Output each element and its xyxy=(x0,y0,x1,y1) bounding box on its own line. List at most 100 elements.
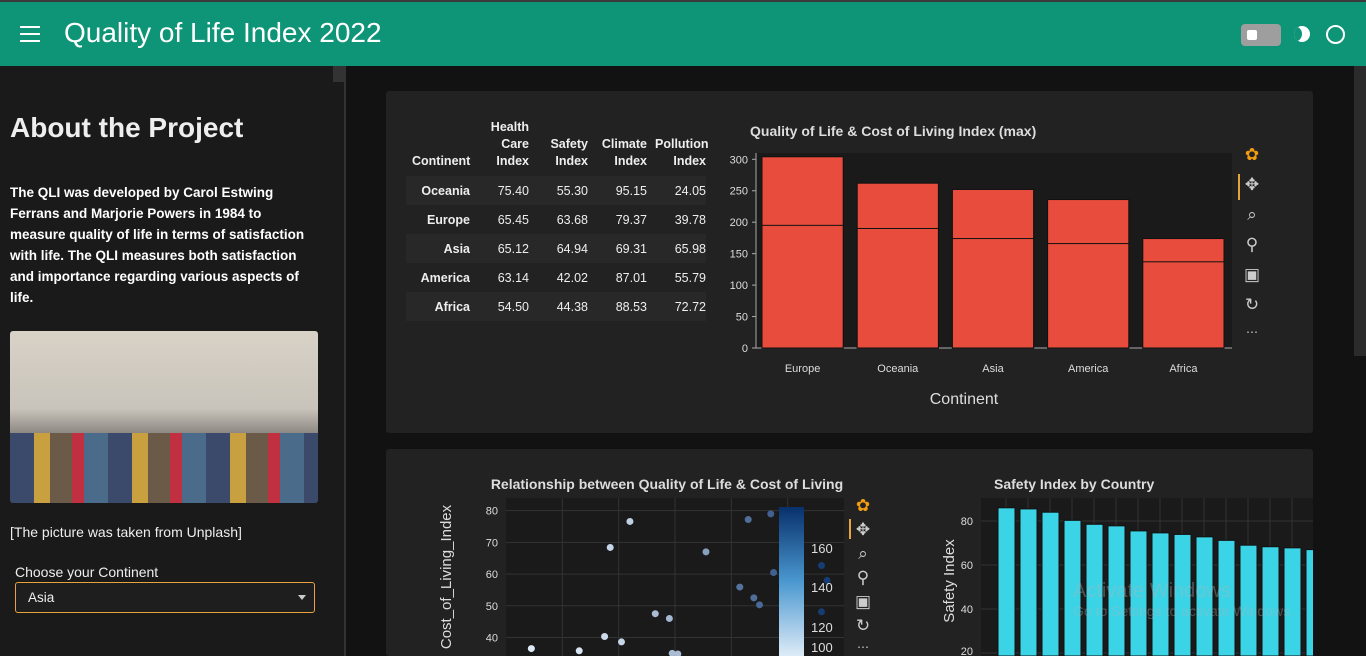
scatter-point xyxy=(575,647,583,655)
table-cell: 65.45 xyxy=(497,212,529,227)
tool-more-icon[interactable]: ⋯ xyxy=(857,640,869,654)
table-cell: 55.30 xyxy=(556,183,588,198)
main-scrollbar[interactable] xyxy=(1354,66,1366,356)
x-tick-label: America xyxy=(1068,363,1109,375)
scatter-point xyxy=(674,650,682,656)
tool-reset-icon[interactable]: ↻ xyxy=(856,616,870,635)
scatter-point xyxy=(744,516,752,524)
table-header: Pollution Index xyxy=(655,137,709,168)
scatter-point xyxy=(651,610,659,618)
safety-bar xyxy=(1129,530,1148,656)
row-label: America xyxy=(420,270,470,285)
qol-col-chart: Quality of Life & Cost of Living Index (… xyxy=(730,123,1260,408)
row-label: Oceania xyxy=(421,183,470,198)
sidebar-heading: About the Project xyxy=(10,112,244,143)
continent-select-value: Asia xyxy=(28,590,55,605)
tool-bokeh-logo-icon[interactable]: ✿ xyxy=(856,496,870,515)
summary-card: Continent Health Care Index Safety Index… xyxy=(386,91,1313,433)
tool-wheel-zoom-icon[interactable]: ⚲ xyxy=(1246,235,1258,254)
bar-africa xyxy=(1142,261,1225,349)
table-cell: 63.14 xyxy=(497,270,529,285)
charts-card: Relationship between Quality of Life & C… xyxy=(386,449,1313,656)
table-cell: 88.53 xyxy=(615,299,647,314)
y-tick-label: 0 xyxy=(742,343,748,355)
table-cell: 39.78 xyxy=(674,212,706,227)
project-image xyxy=(10,331,318,503)
y-tick-label: 100 xyxy=(730,280,748,292)
scatter-point xyxy=(527,645,535,653)
table-cell: 55.79 xyxy=(674,270,706,285)
table-cell: 24.05 xyxy=(674,183,706,198)
y-tick-label: 80 xyxy=(486,506,498,518)
continent-select[interactable]: Asia xyxy=(15,582,315,613)
y-tick-label: 250 xyxy=(730,186,748,198)
tool-reset-icon[interactable]: ↻ xyxy=(1245,295,1259,314)
y-tick-label: 300 xyxy=(730,154,748,166)
tool-pan-icon[interactable]: ✥ xyxy=(1245,175,1259,194)
x-axis-label: Continent xyxy=(930,391,999,408)
circle-icon xyxy=(1326,25,1345,44)
chart-title: Quality of Life & Cost of Living Index (… xyxy=(750,123,1036,139)
bar-oceania xyxy=(856,227,939,349)
row-label: Africa xyxy=(434,299,470,314)
moon-icon xyxy=(1294,26,1310,42)
active-tool-indicator[interactable] xyxy=(1238,174,1240,200)
bar-america xyxy=(1047,243,1130,349)
tool-pan-icon[interactable]: ✥ xyxy=(856,520,870,539)
scatter-point xyxy=(736,583,744,591)
table-cell: 44.38 xyxy=(556,299,588,314)
scatter-point xyxy=(668,649,676,656)
scatter-point xyxy=(750,594,758,602)
theme-toggle[interactable] xyxy=(1241,24,1281,46)
safety-bar xyxy=(1195,536,1214,656)
tool-wheel-zoom-icon[interactable]: ⚲ xyxy=(857,568,869,587)
y-tick-label: 60 xyxy=(961,560,973,572)
tool-save-icon[interactable]: ▣ xyxy=(855,592,871,611)
y-tick-label: 70 xyxy=(486,537,498,549)
scatter-point xyxy=(767,510,775,518)
scatter-point xyxy=(601,633,609,641)
y-tick-label: 40 xyxy=(486,632,498,644)
tool-box-zoom-icon[interactable]: ⌕ xyxy=(1247,205,1257,224)
table-row: Africa 54.50 44.38 88.53 72.72 xyxy=(406,292,706,321)
chart-title: Safety Index by Country xyxy=(994,476,1154,492)
table-row: Europe 65.45 63.68 79.37 39.78 xyxy=(406,205,706,234)
x-tick-label: Europe xyxy=(785,363,820,375)
image-credit: [The picture was taken from Unplash] xyxy=(10,524,242,540)
table-header: Health Care Index xyxy=(490,120,529,168)
y-axis-label: Cost_of_Living_Index xyxy=(438,504,455,649)
colorbar-tick-label: 100 xyxy=(811,640,833,655)
x-tick-label: Oceania xyxy=(877,363,919,375)
table-cell: 65.12 xyxy=(497,241,529,256)
continent-table: Continent Health Care Index Safety Index… xyxy=(406,117,709,321)
table-cell: 54.50 xyxy=(497,299,529,314)
table-cell: 87.01 xyxy=(615,270,647,285)
app-header: Quality of Life Index 2022 xyxy=(0,0,1366,66)
safety-bar xyxy=(1041,511,1060,656)
safety-bar xyxy=(1283,547,1302,656)
table-cell: 75.40 xyxy=(497,183,529,198)
continent-select-label: Choose your Continent xyxy=(15,564,159,580)
table-cell: 42.02 xyxy=(556,270,588,285)
y-tick-label: 50 xyxy=(736,312,748,324)
table-header: Safety Index xyxy=(550,137,588,168)
active-tool-indicator[interactable] xyxy=(849,519,851,539)
row-label: Europe xyxy=(426,212,470,227)
bar-asia xyxy=(951,238,1035,349)
hamburger-icon[interactable] xyxy=(20,26,40,42)
sidebar-scrollbar[interactable] xyxy=(333,66,345,82)
y-tick-label: 50 xyxy=(486,601,498,613)
tool-bokeh-logo-icon[interactable]: ✿ xyxy=(1245,145,1259,164)
y-axis-label: Safety Index xyxy=(941,539,958,623)
tool-more-icon[interactable]: ⋯ xyxy=(1246,325,1258,339)
tool-box-zoom-icon[interactable]: ⌕ xyxy=(858,544,868,563)
row-label: Asia xyxy=(443,241,470,256)
colorbar-tick-label: 160 xyxy=(811,541,833,556)
safety-bar xyxy=(1173,533,1192,656)
scatter-point xyxy=(617,638,625,646)
tool-save-icon[interactable]: ▣ xyxy=(1244,265,1260,284)
table-row: America 63.14 42.02 87.01 55.79 xyxy=(406,263,706,292)
caret-down-icon xyxy=(298,595,306,604)
safety-bar xyxy=(1107,525,1126,656)
y-tick-label: 20 xyxy=(961,646,973,656)
